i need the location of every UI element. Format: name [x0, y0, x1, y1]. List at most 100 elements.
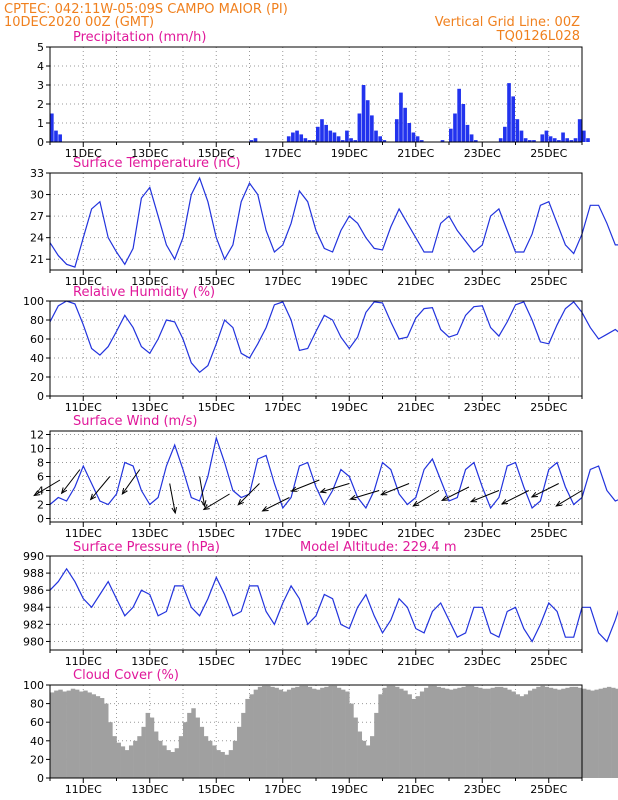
- y-tick-label: 0: [37, 136, 44, 149]
- wind-arrow-head: [530, 492, 538, 498]
- cloud-bar: [594, 689, 599, 778]
- x-tick-label: 11DEC: [65, 527, 102, 540]
- cloud-bar: [253, 689, 259, 778]
- cloud-bar: [582, 688, 587, 778]
- cloud-bar: [394, 686, 400, 778]
- precip-bar: [582, 130, 586, 142]
- precip-bar: [419, 140, 424, 142]
- y-tick-label: 12: [30, 429, 44, 442]
- cloud-bar: [124, 750, 130, 778]
- y-tick-label: 33: [30, 167, 44, 180]
- y-tick-label: 40: [30, 352, 44, 365]
- precip-bar: [507, 83, 511, 142]
- x-tick-label: 25DEC: [530, 527, 567, 540]
- precip-bar: [523, 138, 528, 142]
- cloud-bar: [440, 687, 446, 778]
- precip-bar: [320, 119, 324, 142]
- cloud-bar: [199, 726, 205, 778]
- cloud-bar: [170, 751, 175, 778]
- precip-bar: [50, 113, 54, 142]
- cloud-bar: [336, 687, 342, 778]
- wind-arrow: [61, 469, 81, 494]
- wind-arrow: [121, 469, 141, 495]
- cloud-bar: [436, 686, 441, 778]
- precip-bar: [307, 140, 312, 142]
- cloud-bar: [311, 688, 317, 778]
- pressure-line: [49, 567, 618, 643]
- cloud-bar: [378, 694, 383, 778]
- cloud-bar: [224, 754, 230, 778]
- wind-arrow-head: [33, 490, 41, 497]
- wind-arrow-head: [200, 500, 207, 508]
- cloud-bar: [99, 698, 105, 778]
- precip-bar: [540, 134, 545, 142]
- precip-bar: [465, 124, 470, 142]
- cloud-bar: [50, 692, 55, 778]
- cloud-bar: [178, 736, 184, 778]
- precip-bar: [440, 140, 445, 142]
- panel-5: Surface Pressure (hPa) Model Altitude: 22…: [23, 540, 618, 668]
- precip-bar: [295, 130, 299, 142]
- y-tick-label: 980: [23, 635, 44, 648]
- cloud-bar: [407, 694, 412, 778]
- y-tick-label: 80: [30, 314, 44, 327]
- wind-arrow: [169, 483, 176, 514]
- x-tick-label: 19DEC: [331, 401, 368, 414]
- precip-bar: [299, 134, 304, 142]
- precip-bar: [303, 138, 308, 142]
- y-tick-label: 990: [23, 550, 44, 563]
- y-tick-label: 20: [30, 753, 44, 766]
- cloud-bar: [365, 745, 371, 778]
- y-tick-label: 0: [37, 513, 44, 526]
- y-tick-label: 4: [37, 60, 44, 73]
- cloud-bar: [291, 687, 296, 778]
- x-tick-label: 11DEC: [65, 655, 102, 668]
- wind-arrow: [291, 479, 320, 492]
- cloud-bar: [91, 694, 97, 778]
- x-tick-label: 21DEC: [397, 783, 434, 796]
- x-tick-label: 15DEC: [198, 401, 235, 414]
- cloud-bar: [349, 703, 354, 778]
- precip-bar: [461, 104, 466, 142]
- precip-bar: [532, 140, 536, 142]
- cloud-bar: [66, 690, 72, 778]
- precip-bar: [411, 132, 416, 142]
- cloud-bar: [419, 691, 425, 778]
- y-tick-label: 30: [30, 189, 44, 202]
- y-tick-label: 2: [37, 98, 44, 111]
- cloud-bar: [465, 685, 471, 778]
- wind-arrow: [33, 479, 61, 496]
- cloud-bar: [120, 746, 126, 778]
- cloud-bar: [195, 717, 200, 778]
- x-tick-label: 13DEC: [131, 401, 168, 414]
- cloud-bar: [149, 717, 155, 778]
- precip-bar: [544, 130, 549, 142]
- wind-arrow-head: [319, 487, 327, 494]
- panel-title: Precipitation (mm/h): [73, 30, 206, 45]
- wind-arrow-head: [469, 497, 478, 503]
- cloud-bar: [382, 687, 387, 778]
- cloud-bar: [482, 688, 487, 778]
- cloud-bar: [128, 745, 134, 778]
- panel-title: Surface Wind (m/s): [73, 414, 197, 429]
- x-tick-label: 13DEC: [131, 275, 168, 288]
- precip-bar: [473, 140, 478, 142]
- cloud-bar: [141, 726, 146, 778]
- cloud-bar: [577, 687, 583, 778]
- y-tick-label: 988: [23, 567, 44, 580]
- cloud-bar: [191, 708, 196, 778]
- cloud-bar: [569, 686, 574, 778]
- cloud-bar: [340, 689, 346, 778]
- header-grid-note: Vertical Grid Line: 00Z: [435, 15, 580, 30]
- wind-arrow-head: [171, 507, 177, 515]
- cloud-bar: [70, 688, 76, 778]
- cloud-bar: [590, 690, 595, 778]
- x-tick-label: 17DEC: [264, 527, 301, 540]
- cloud-bar: [295, 686, 300, 778]
- cloud-bar: [411, 698, 417, 778]
- cloud-bar: [145, 712, 151, 778]
- cloud-bar: [552, 688, 558, 778]
- cloud-bar: [511, 691, 516, 778]
- cloud-bar: [540, 685, 545, 778]
